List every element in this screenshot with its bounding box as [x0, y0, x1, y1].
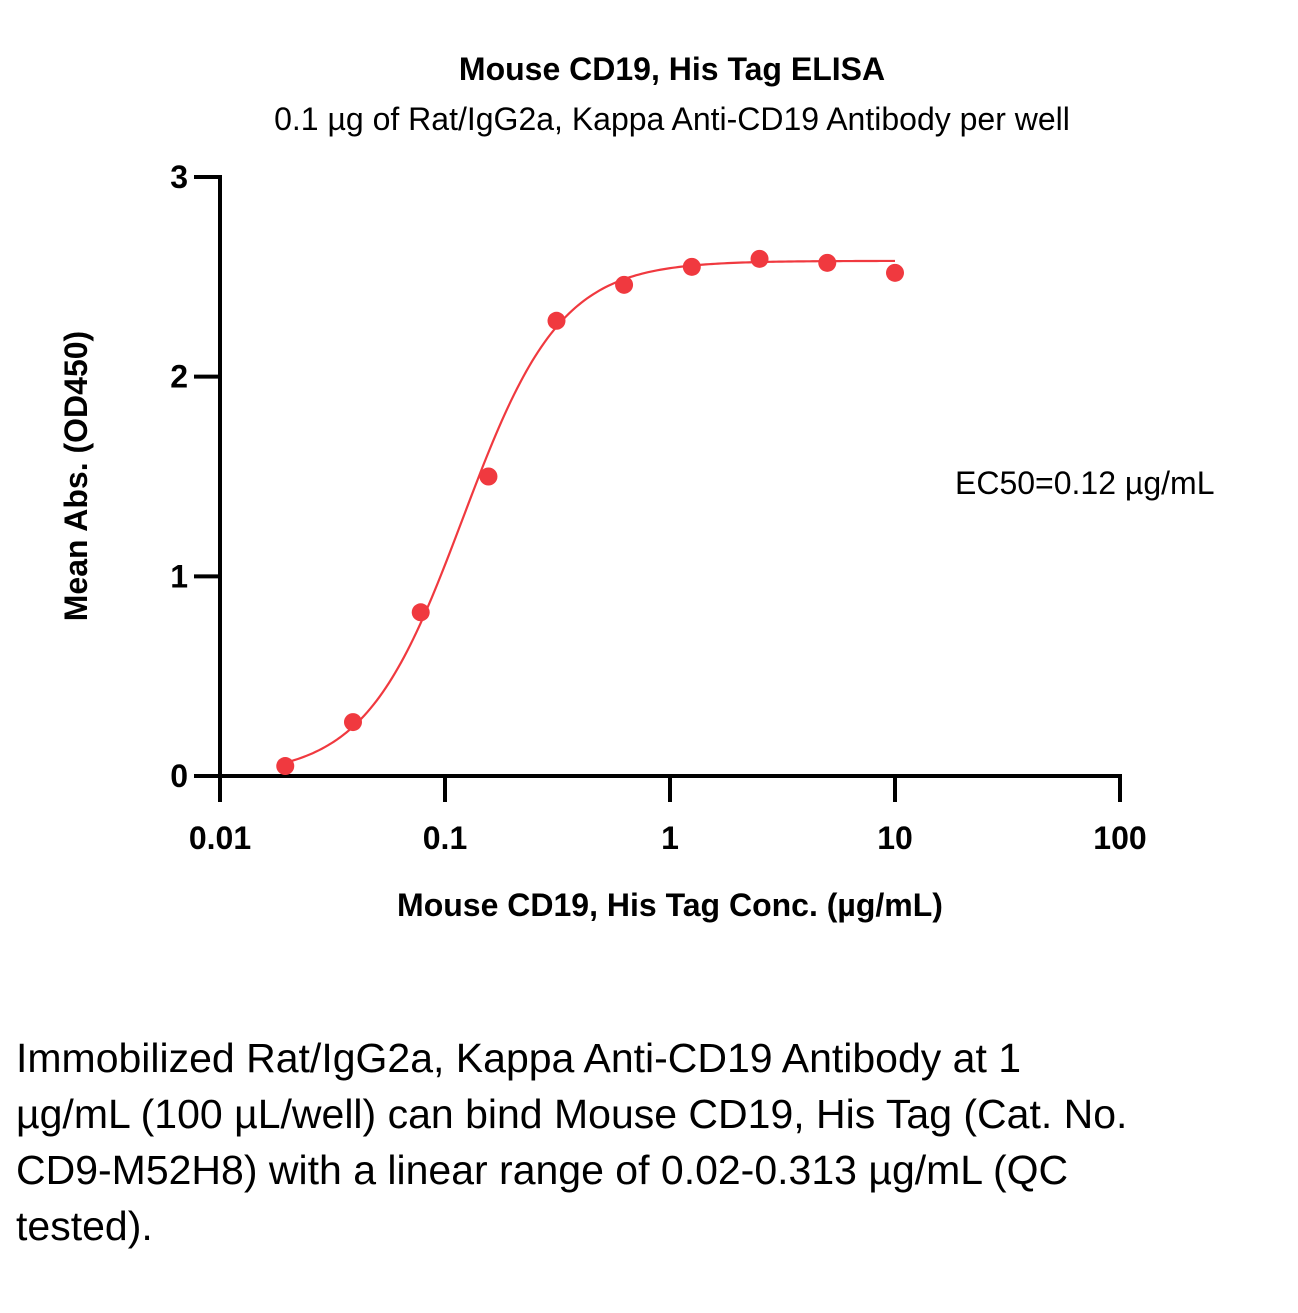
x-tick-label: 10: [877, 820, 913, 856]
data-point: [615, 275, 634, 294]
elisa-chart: Mouse CD19, His Tag ELISA 0.1 µg of Rat/…: [58, 51, 1214, 923]
data-points: [276, 249, 904, 776]
y-tick-label: 3: [170, 159, 188, 195]
data-point: [276, 757, 295, 776]
x-tick-label: 0.1: [423, 820, 467, 856]
x-axis-label: Mouse CD19, His Tag Conc. (µg/mL): [397, 887, 943, 923]
data-point: [818, 253, 837, 272]
data-point: [411, 603, 430, 622]
x-tick-label: 0.01: [189, 820, 251, 856]
y-tick-label: 2: [170, 359, 188, 395]
data-point: [750, 249, 769, 268]
chart-title: Mouse CD19, His Tag ELISA: [459, 51, 885, 87]
y-tick-label: 1: [170, 558, 188, 594]
fit-curve: [284, 259, 896, 764]
ec50-annotation: EC50=0.12 µg/mL: [955, 465, 1214, 501]
x-tick-label: 100: [1093, 820, 1146, 856]
data-point: [547, 311, 566, 330]
chart-subtitle: 0.1 µg of Rat/IgG2a, Kappa Anti-CD19 Ant…: [274, 101, 1070, 137]
data-point: [343, 713, 362, 732]
figure-caption: Immobilized Rat/IgG2a, Kappa Anti-CD19 A…: [16, 1035, 1128, 1249]
data-point: [886, 263, 904, 282]
y-axis: 0 1 2 3: [170, 159, 222, 794]
y-axis-label: Mean Abs. (OD450): [58, 331, 94, 621]
data-point: [479, 467, 498, 486]
data-point: [682, 257, 701, 276]
y-tick-label: 0: [170, 758, 188, 794]
x-axis: 0.01 0.1 1 10 100: [189, 774, 1147, 856]
x-tick-label: 1: [661, 820, 679, 856]
